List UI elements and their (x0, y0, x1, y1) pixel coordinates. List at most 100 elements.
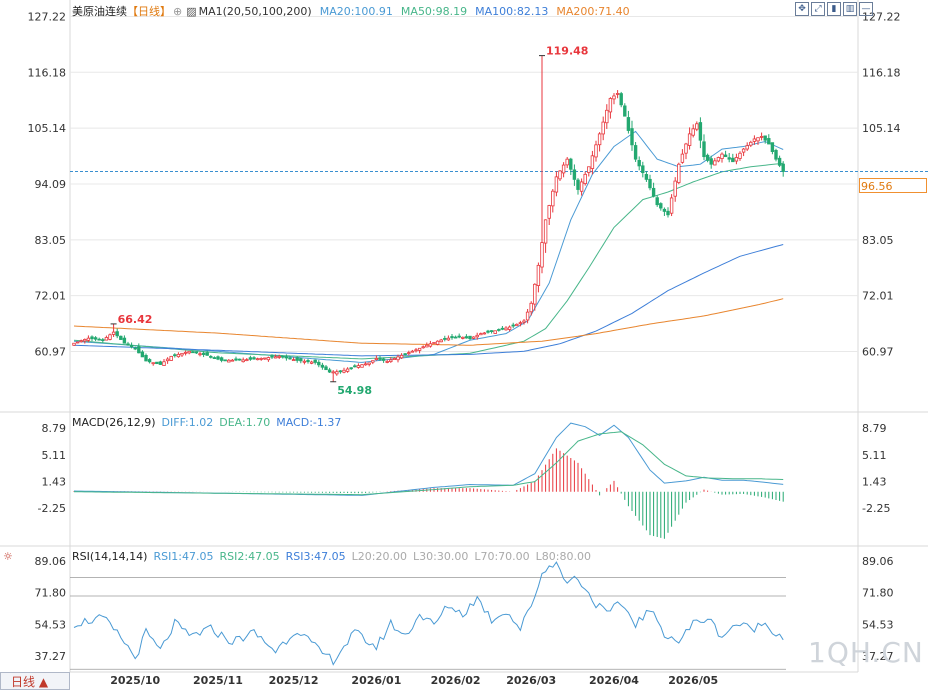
macd-tick-left: 5.11 (42, 449, 67, 462)
price-tick-left: 83.05 (35, 234, 67, 247)
candle-body (403, 353, 407, 356)
column-icon[interactable]: ▥ (843, 2, 857, 16)
price-tick-left: 105.14 (28, 122, 67, 135)
period-label[interactable]: 【日线】 (127, 5, 171, 18)
watermark: 1QH.CN (808, 636, 924, 669)
annotation-label: 54.98 (337, 384, 372, 397)
candle-body (720, 153, 724, 160)
candle-body (680, 153, 685, 163)
ma200-value: MA200:71.40 (556, 5, 630, 18)
candle-body (601, 121, 605, 135)
candle-body (432, 342, 436, 344)
gear-icon[interactable]: ☼ (3, 550, 13, 563)
x-tick-label: 2026/01 (351, 674, 401, 687)
candle-body (338, 370, 343, 373)
candle-body (659, 203, 663, 209)
candle-body (392, 357, 397, 360)
candle-body (155, 361, 159, 364)
candle-body (396, 356, 400, 361)
rsi-tick-left: 89.06 (35, 555, 67, 568)
macd-dea: DEA:1.70 (219, 416, 271, 429)
candle-body (90, 336, 94, 340)
candle-body (716, 157, 721, 162)
price-tick-left: 127.22 (28, 10, 67, 23)
candle-body (731, 157, 735, 163)
candle-body (558, 170, 562, 180)
candle-body (158, 361, 163, 365)
rsi-tick-left: 71.80 (35, 587, 67, 600)
minimize-icon[interactable]: — (859, 2, 873, 16)
fit-icon[interactable]: ⤢ (811, 2, 825, 16)
candle-body (540, 242, 544, 268)
candle-body (529, 302, 533, 313)
candle-body (216, 356, 220, 360)
expand-icon[interactable]: ✥ (795, 2, 809, 16)
x-tick-label: 2026/03 (506, 674, 556, 687)
price-tick-left: 72.01 (35, 290, 67, 303)
candle-body (320, 364, 325, 368)
candle-body (335, 371, 339, 375)
candle-body (579, 181, 584, 192)
candle-body (637, 160, 641, 167)
candle-body (536, 264, 541, 286)
candle-body (597, 133, 602, 146)
ma100-value: MA100:82.13 (475, 5, 549, 18)
candle-body (572, 169, 577, 180)
candle-body (547, 205, 551, 219)
candle-body (734, 157, 739, 162)
candle-body (363, 363, 368, 366)
candle-body (140, 351, 145, 358)
candle-body (104, 337, 109, 341)
candle-body (669, 197, 674, 214)
candle-body (500, 327, 505, 330)
macd-tick-right: 8.79 (862, 422, 887, 435)
candle-body (165, 358, 170, 362)
candle-body (317, 361, 321, 366)
candle-body (723, 154, 728, 158)
candle-body (295, 357, 299, 361)
candle-body (353, 365, 357, 368)
x-tick-label: 2026/05 (668, 674, 718, 687)
candle-body (615, 93, 620, 95)
candle-body (489, 330, 494, 332)
candle-body (619, 93, 623, 106)
candle-body (385, 361, 389, 363)
period-button[interactable]: 日线 ▲ (0, 672, 70, 690)
candle-body (781, 163, 785, 172)
candle-body (468, 335, 472, 340)
candle-body (767, 138, 771, 145)
annotation-label: 66.42 (118, 313, 153, 326)
candle-body (738, 152, 742, 159)
candle-body (133, 347, 137, 350)
indicator-icon[interactable]: ▨ (186, 5, 197, 18)
candle-body (583, 173, 587, 184)
candle-body (198, 353, 202, 356)
candle-body (248, 357, 253, 360)
candle-body (122, 337, 127, 344)
candle-body (75, 341, 80, 344)
l20-value: L20:20.00 (351, 550, 407, 563)
candle-icon[interactable]: ▮ (827, 2, 841, 16)
circle-plus-icon[interactable]: ⊕ (173, 5, 183, 18)
candle-body (425, 344, 429, 348)
candle-body (623, 105, 627, 117)
candle-body (666, 210, 670, 216)
candle-body (569, 158, 573, 170)
candle-body (288, 357, 292, 360)
candle-body (662, 208, 667, 212)
candle-body (108, 334, 112, 340)
candle-body (453, 336, 458, 339)
candle-body (648, 178, 652, 189)
candle-body (691, 128, 695, 136)
candle-body (435, 340, 440, 345)
candle-body (378, 357, 382, 360)
x-tick-label: 2026/02 (431, 674, 481, 687)
candle-body (356, 365, 361, 368)
candle-body (137, 346, 141, 354)
candle-body (115, 331, 119, 337)
candle-body (608, 98, 613, 113)
candle-body (86, 337, 91, 341)
rsi2-value: RSI2:47.05 (219, 550, 280, 563)
candle-body (219, 357, 224, 361)
